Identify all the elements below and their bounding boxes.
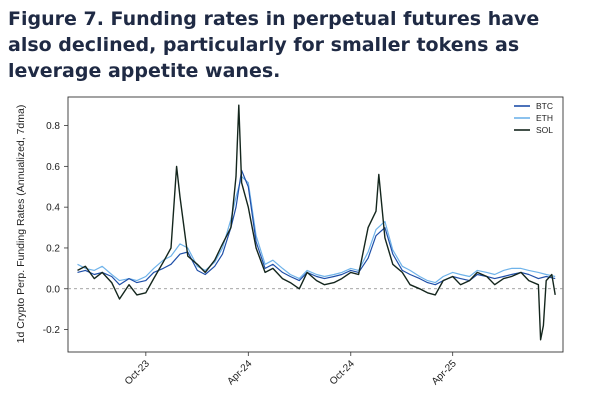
y-tick-label: 0.8 bbox=[46, 121, 60, 132]
series-line-eth bbox=[77, 176, 556, 284]
legend-label-btc: BTC bbox=[536, 101, 553, 111]
x-tick-label: Apr-24 bbox=[225, 358, 254, 387]
y-tick-label: -0.2 bbox=[43, 325, 61, 336]
plot-frame bbox=[67, 96, 564, 353]
series-line-sol bbox=[77, 104, 556, 341]
legend-label-sol: SOL bbox=[536, 125, 553, 135]
x-tick-label: Oct-24 bbox=[328, 358, 357, 387]
y-tick-label: 0.0 bbox=[46, 284, 60, 295]
figure-title: Figure 7. Funding rates in perpetual fut… bbox=[8, 8, 540, 82]
y-tick-label: 0.4 bbox=[46, 203, 60, 214]
y-tick-label: 0.6 bbox=[46, 162, 60, 173]
y-axis-ticks: -0.2 0.0 0.2 0.4 0.6 0.8 bbox=[43, 121, 68, 336]
series-lines bbox=[77, 104, 556, 341]
x-tick-label: Oct-23 bbox=[123, 358, 152, 387]
legend: BTC ETH SOL bbox=[514, 101, 553, 135]
plot-area: -0.2 0.0 0.2 0.4 0.6 0.8 Oct-23 Apr-24 Oct-24 Ap… bbox=[43, 96, 564, 387]
legend-label-eth: ETH bbox=[536, 113, 553, 123]
x-tick-label: Apr-25 bbox=[430, 358, 459, 387]
x-axis-ticks: Oct-23 Apr-24 Oct-24 Apr-25 bbox=[123, 352, 459, 387]
y-tick-label: 0.2 bbox=[46, 243, 60, 254]
y-axis-label: 1d Crypto Perp. Funding Rates (Annualize… bbox=[15, 105, 27, 344]
